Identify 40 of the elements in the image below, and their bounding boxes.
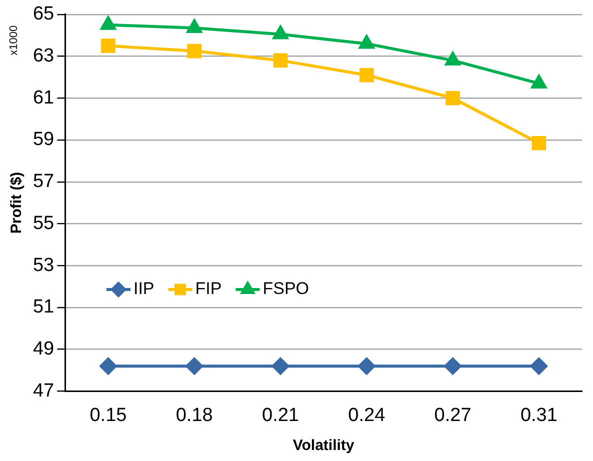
text: x1000 xyxy=(8,25,20,56)
point xyxy=(532,136,546,150)
point xyxy=(359,68,374,82)
point xyxy=(186,20,202,34)
point xyxy=(530,358,548,375)
x-tick-label: 0.15 xyxy=(90,404,127,426)
point xyxy=(359,35,374,49)
y-tick-label: 55 xyxy=(32,212,54,234)
x-tick-label: 0.31 xyxy=(520,404,558,426)
y-tick-label: 59 xyxy=(32,129,54,150)
y-tick-label: 53 xyxy=(32,254,54,276)
y-tick-label: 61 xyxy=(32,87,54,108)
x-axis-title: Volatility xyxy=(292,437,355,454)
point xyxy=(273,53,288,68)
point xyxy=(100,358,117,375)
point xyxy=(272,358,289,375)
y-axis-title: Profit ($) xyxy=(8,172,26,234)
legend-label: FIP xyxy=(195,279,222,298)
point xyxy=(445,52,460,66)
y-tick-label: 47 xyxy=(32,380,54,402)
point xyxy=(531,74,546,88)
legend-label: FSPO xyxy=(262,279,310,298)
point xyxy=(187,44,202,58)
x-tick-label: 0.24 xyxy=(348,404,386,426)
point xyxy=(444,358,462,375)
y-tick-label: 57 xyxy=(32,171,54,192)
y-tick-label: 65 xyxy=(32,4,54,25)
point xyxy=(446,90,460,106)
point xyxy=(272,26,288,40)
x-tick-label: 0.27 xyxy=(434,404,472,426)
x-tick-label: 0.18 xyxy=(176,404,213,426)
point xyxy=(101,38,116,53)
legend-label: IIP xyxy=(133,279,154,298)
point xyxy=(358,358,376,375)
point xyxy=(186,358,203,375)
y-tick-label: 49 xyxy=(32,338,54,360)
point xyxy=(100,16,116,30)
y-tick-label: 63 xyxy=(32,46,54,66)
x-tick-label: 0.21 xyxy=(262,404,299,426)
y-tick-label: 51 xyxy=(32,296,54,318)
